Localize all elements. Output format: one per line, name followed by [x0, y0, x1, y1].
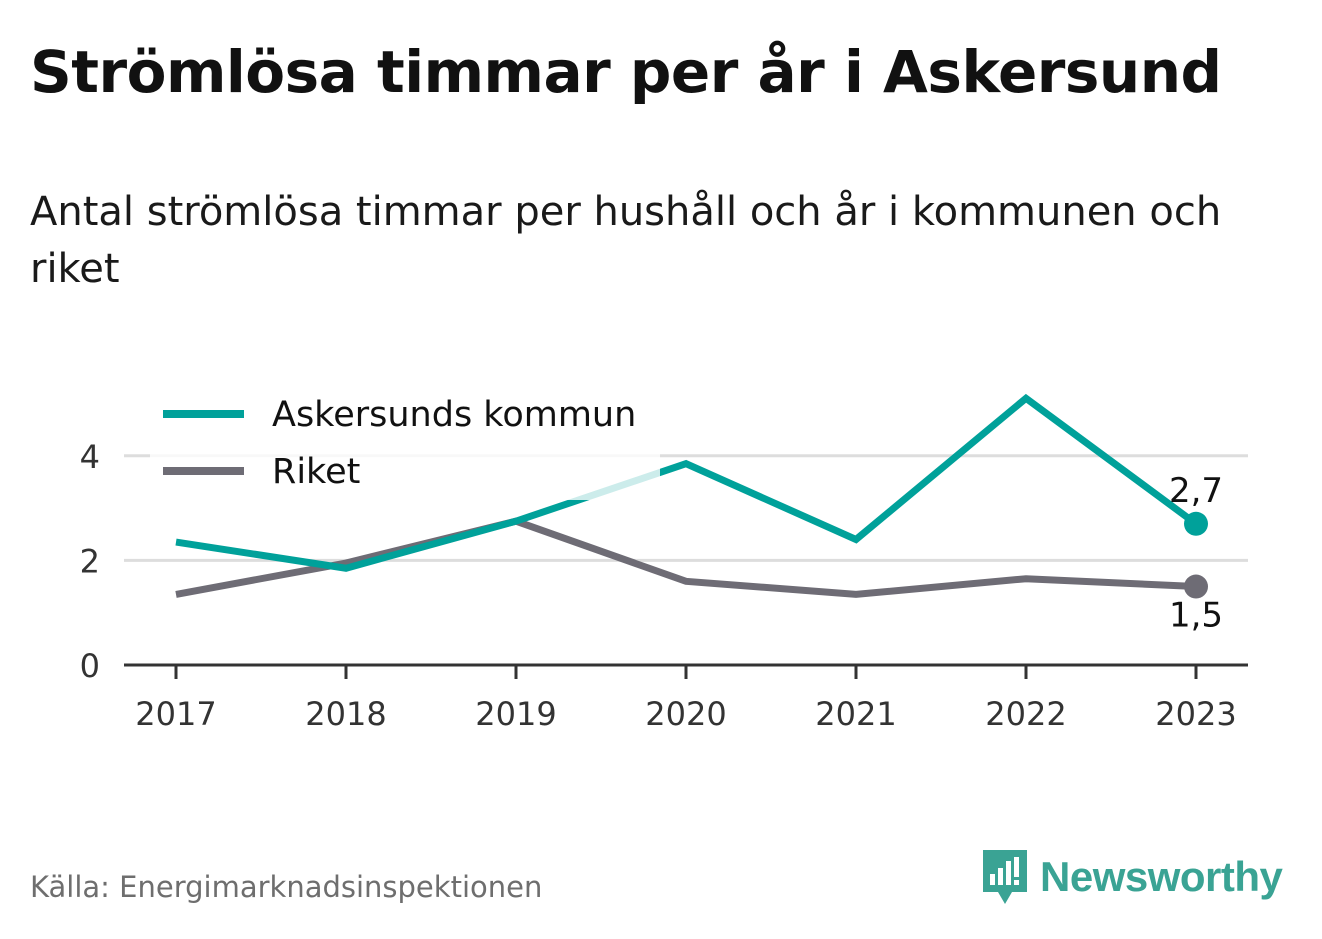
x-tick-label: 2022	[985, 695, 1066, 733]
chart-title: Strömlösa timmar per år i Askersund	[30, 38, 1222, 106]
legend-label: Riket	[272, 452, 360, 492]
logo-text: Newsworthy	[1040, 853, 1283, 900]
end-point-riket	[1184, 574, 1208, 599]
chart-subtitle: Antal strömlösa timmar per hushåll och å…	[30, 189, 1222, 292]
end-labels: 2,7 1,5	[1169, 471, 1223, 636]
newsworthy-logo: Newsworthy	[980, 846, 1283, 908]
series-lines	[175, 393, 1208, 599]
x-tick-label: 2020	[645, 695, 726, 733]
x-tick-labels: 2017 2018 2019 2020 2021 2022 2023	[135, 695, 1236, 733]
x-tick-label: 2019	[475, 695, 556, 733]
source-note: Källa: Energimarknadsinspektionen	[30, 870, 543, 904]
data-label-riket: 1,5	[1169, 596, 1223, 636]
y-axis: 0 2 4	[80, 438, 100, 685]
y-tick-label: 4	[80, 438, 100, 476]
x-tick-label: 2018	[305, 695, 386, 733]
x-axis	[124, 663, 1248, 679]
end-point-askersund	[1184, 511, 1208, 536]
series-line-askersund	[175, 393, 1199, 572]
x-tick-label: 2021	[815, 695, 896, 733]
y-tick-label: 2	[80, 542, 100, 580]
y-tick-label: 0	[80, 647, 100, 685]
legend: Askersunds kommun Riket	[150, 392, 660, 500]
data-label-askersund: 2,7	[1169, 471, 1223, 511]
series-line-riket	[175, 517, 1197, 598]
newsworthy-logo-icon	[983, 850, 1027, 904]
x-tick-label: 2017	[135, 695, 216, 733]
legend-label: Askersunds kommun	[272, 395, 636, 435]
x-tick-label: 2023	[1155, 695, 1236, 733]
